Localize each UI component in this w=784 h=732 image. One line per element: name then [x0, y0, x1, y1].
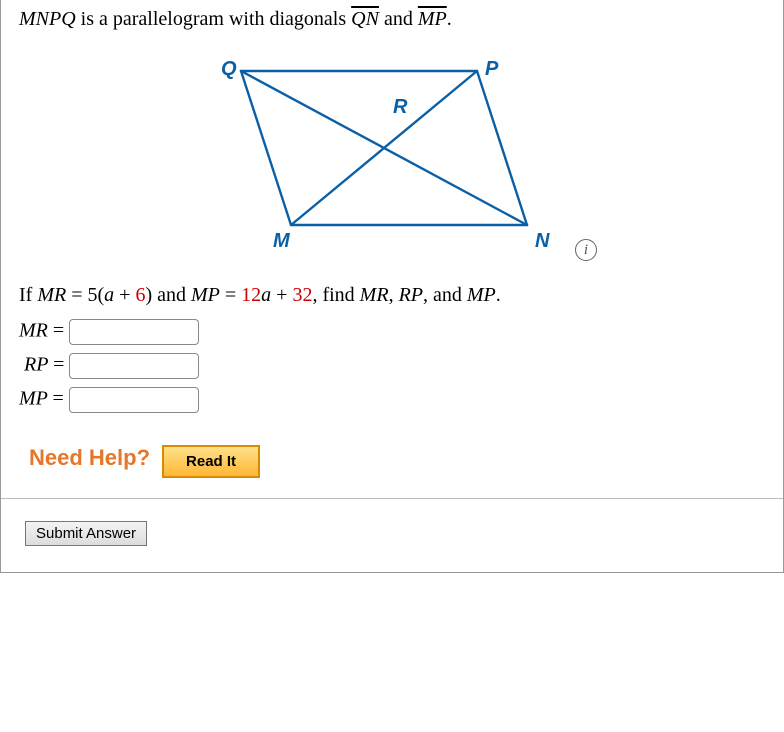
svg-text:M: M — [273, 230, 291, 252]
need-help-label: Need Help? — [29, 445, 150, 470]
answer-row-rp: RP = — [1, 349, 783, 383]
intro-text: MNPQ is a parallelogram with diagonals Q… — [1, 0, 783, 31]
rp-input[interactable] — [69, 353, 199, 379]
svg-text:Q: Q — [221, 58, 237, 80]
q-paren-and: ) and — [145, 284, 191, 306]
diag-qn: QN — [351, 8, 379, 30]
q-f1: MR — [360, 284, 389, 306]
answer-row-mr: MR = — [1, 315, 783, 349]
svg-text:N: N — [535, 230, 550, 252]
submit-row: Submit Answer — [1, 499, 783, 572]
intro-mnpq: MNPQ — [19, 8, 76, 30]
diag-mp: MP — [418, 8, 447, 30]
svg-text:R: R — [393, 96, 408, 118]
read-it-button[interactable]: Read It — [162, 445, 260, 478]
q-f3: MP — [467, 284, 496, 306]
question-text: If MR = 5(a + 6) and MP = 12a + 32, find… — [1, 276, 783, 315]
q-pre: If — [19, 284, 37, 306]
answer-row-mp: MP = — [1, 383, 783, 417]
mp-label: MP — [19, 388, 48, 410]
q-32: 32 — [292, 284, 312, 306]
svg-text:P: P — [485, 58, 499, 80]
rp-eq: = — [53, 354, 64, 376]
figure-wrap: Q P M N R i — [1, 31, 783, 276]
mr-eq: = — [53, 320, 64, 342]
q-six: 6 — [135, 284, 145, 306]
help-row: Need Help? Read It — [1, 417, 783, 499]
parallelogram-diagram: Q P M N R — [187, 55, 567, 255]
q-12: 12 — [241, 284, 261, 306]
mp-input[interactable] — [69, 387, 199, 413]
rp-label: RP — [24, 354, 48, 376]
mp-eq: = — [53, 388, 64, 410]
q-eq2: = — [220, 284, 241, 306]
q-eq1: = 5( — [66, 284, 104, 306]
q-plus6: + — [114, 284, 135, 306]
q-find: , find — [312, 284, 359, 306]
q-a2: a — [261, 284, 271, 306]
question-container: MNPQ is a parallelogram with diagonals Q… — [0, 0, 784, 573]
info-icon[interactable]: i — [575, 239, 597, 261]
q-mp: MP — [191, 284, 220, 306]
q-mr: MR — [37, 284, 66, 306]
mr-label: MR — [19, 320, 48, 342]
submit-answer-button[interactable]: Submit Answer — [25, 521, 147, 546]
q-end: . — [496, 284, 501, 306]
mr-input[interactable] — [69, 319, 199, 345]
q-f2: RP — [399, 284, 423, 306]
intro-mid: is a parallelogram with diagonals — [76, 8, 351, 30]
q-c2: , and — [423, 284, 467, 306]
q-plus: + — [271, 284, 292, 306]
q-c1: , — [389, 284, 399, 306]
intro-and: and — [379, 8, 418, 30]
q-a1: a — [104, 284, 114, 306]
intro-period: . — [447, 8, 452, 30]
